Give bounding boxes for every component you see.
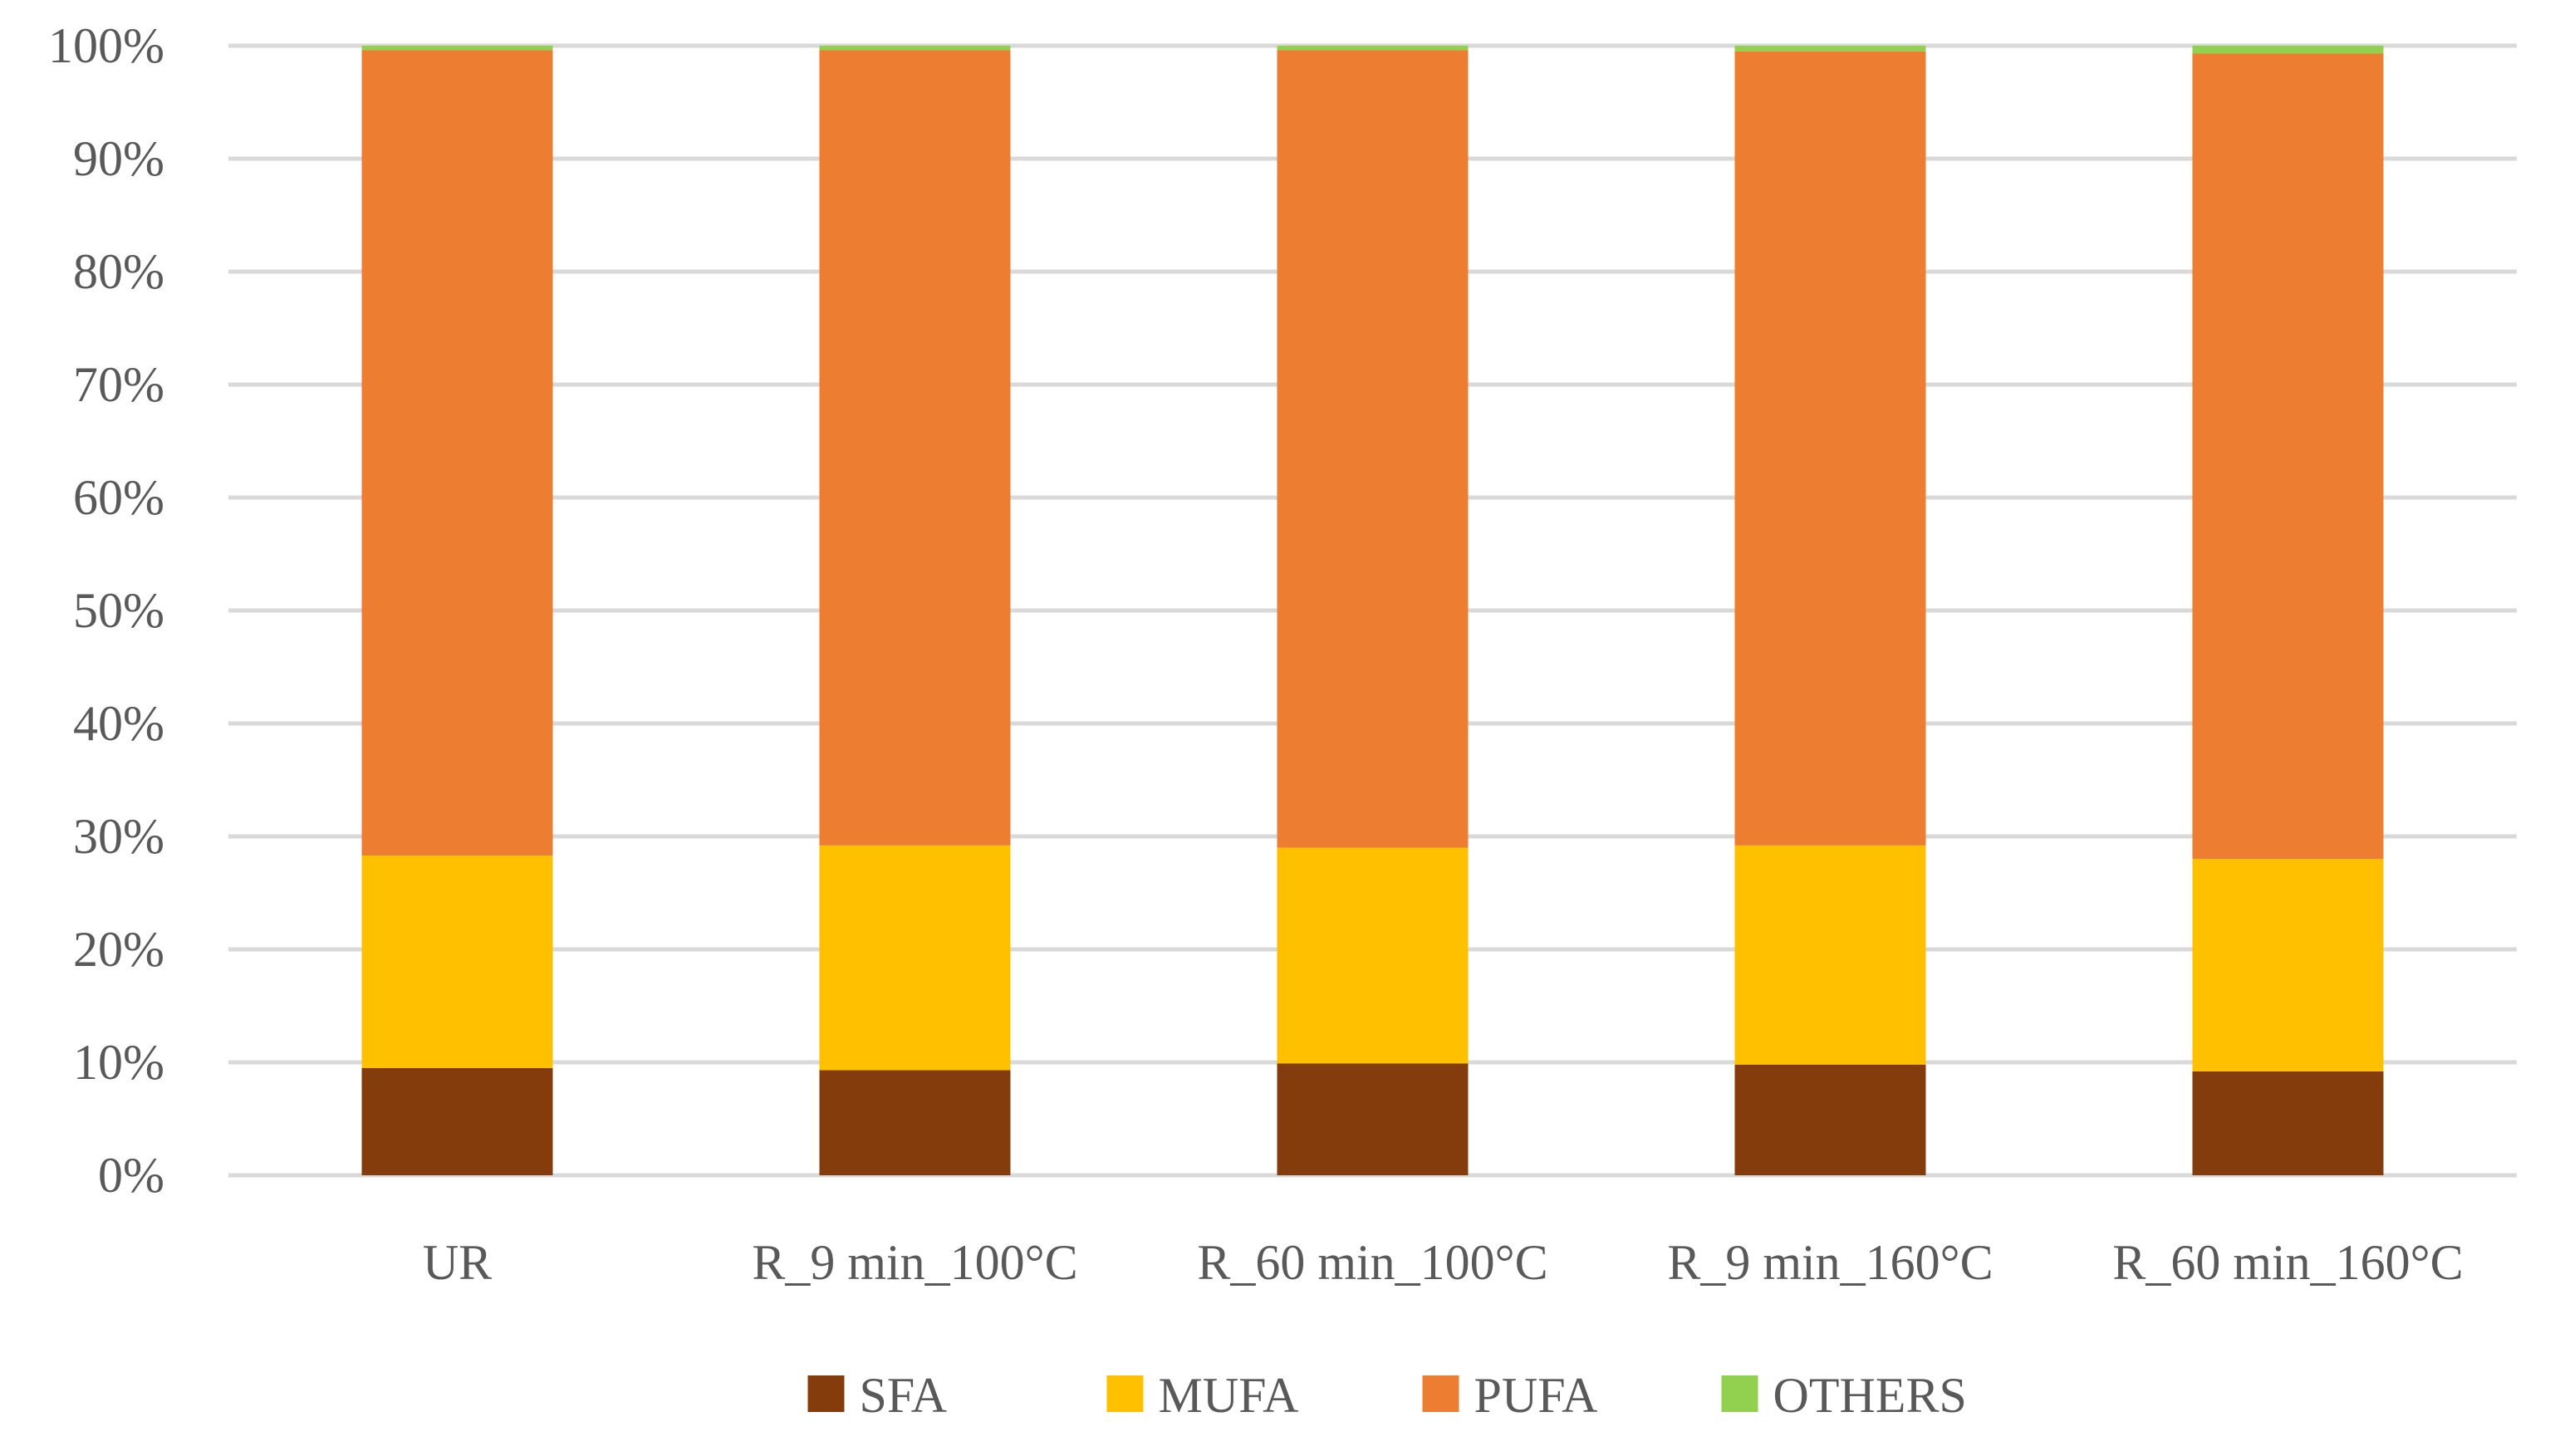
legend-item: SFA <box>807 1368 948 1423</box>
legend-label: SFA <box>860 1368 948 1423</box>
bar-segment-pufa <box>2192 53 2384 860</box>
bar-segment-others <box>2192 46 2384 54</box>
legend-item: PUFA <box>1422 1368 1598 1423</box>
bar-segment-sfa <box>1734 1064 1926 1175</box>
y-tick-label: 20% <box>73 922 164 977</box>
y-tick-label: 60% <box>73 470 164 525</box>
y-tick-label: 70% <box>73 357 164 412</box>
legend-swatch <box>1721 1375 1758 1412</box>
bar-stack <box>361 46 553 1175</box>
bar-segment-others <box>819 46 1011 51</box>
bar-segment-mufa <box>2192 859 2384 1071</box>
y-tick-label: 90% <box>73 131 164 186</box>
bar-stack <box>819 46 1011 1175</box>
legend-item: MUFA <box>1106 1368 1299 1423</box>
y-tick-label: 50% <box>73 583 164 638</box>
bar-segment-mufa <box>1734 845 1926 1065</box>
legend: SFA MUFA PUFA OTHERS <box>807 1368 1967 1423</box>
x-category-label: UR <box>423 1235 492 1290</box>
bar-segment-sfa <box>2192 1071 2384 1175</box>
y-tick-label: 30% <box>73 809 164 864</box>
legend-label: MUFA <box>1159 1368 1299 1423</box>
y-tick-label: 40% <box>73 696 164 751</box>
bar-segment-pufa <box>361 50 553 856</box>
bars <box>361 46 2384 1175</box>
y-tick-label: 0% <box>98 1148 164 1203</box>
legend-label: PUFA <box>1474 1368 1598 1423</box>
bar-segment-others <box>1277 46 1469 51</box>
y-axis: 0% 10% 20% 30% 40% 50% 60% 70% 80% 90% 100% <box>48 18 164 1203</box>
bar-segment-others <box>1734 46 1926 51</box>
bar-segment-sfa <box>361 1067 553 1175</box>
bar-stack <box>1734 46 1926 1175</box>
bar-segment-pufa <box>1277 50 1469 848</box>
bar-stack <box>2192 46 2384 1175</box>
legend-label: OTHERS <box>1773 1368 1967 1423</box>
bar-stack <box>1277 46 1469 1175</box>
legend-swatch <box>1422 1375 1459 1412</box>
y-tick-label: 80% <box>73 244 164 299</box>
x-category-label: R_60 min_100°C <box>1197 1235 1547 1290</box>
bar-segment-sfa <box>819 1070 1011 1175</box>
legend-swatch <box>1106 1375 1144 1412</box>
bar-segment-sfa <box>1277 1063 1469 1175</box>
x-axis: UR R_9 min_100°C R_60 min_100°C R_9 min_160… <box>423 1235 2464 1290</box>
x-category-label: R_60 min_160°C <box>2112 1235 2463 1290</box>
bar-segment-pufa <box>819 50 1011 846</box>
x-category-label: R_9 min_160°C <box>1667 1235 1993 1290</box>
x-category-label: R_9 min_100°C <box>752 1235 1077 1290</box>
bar-segment-mufa <box>819 845 1011 1071</box>
legend-swatch <box>807 1375 845 1412</box>
y-tick-label: 100% <box>48 18 164 73</box>
bar-segment-pufa <box>1734 51 1926 846</box>
y-tick-label: 10% <box>73 1035 164 1090</box>
bar-segment-mufa <box>361 855 553 1068</box>
legend-item: OTHERS <box>1721 1368 1967 1423</box>
bar-segment-others <box>361 46 553 51</box>
bar-segment-mufa <box>1277 847 1469 1064</box>
